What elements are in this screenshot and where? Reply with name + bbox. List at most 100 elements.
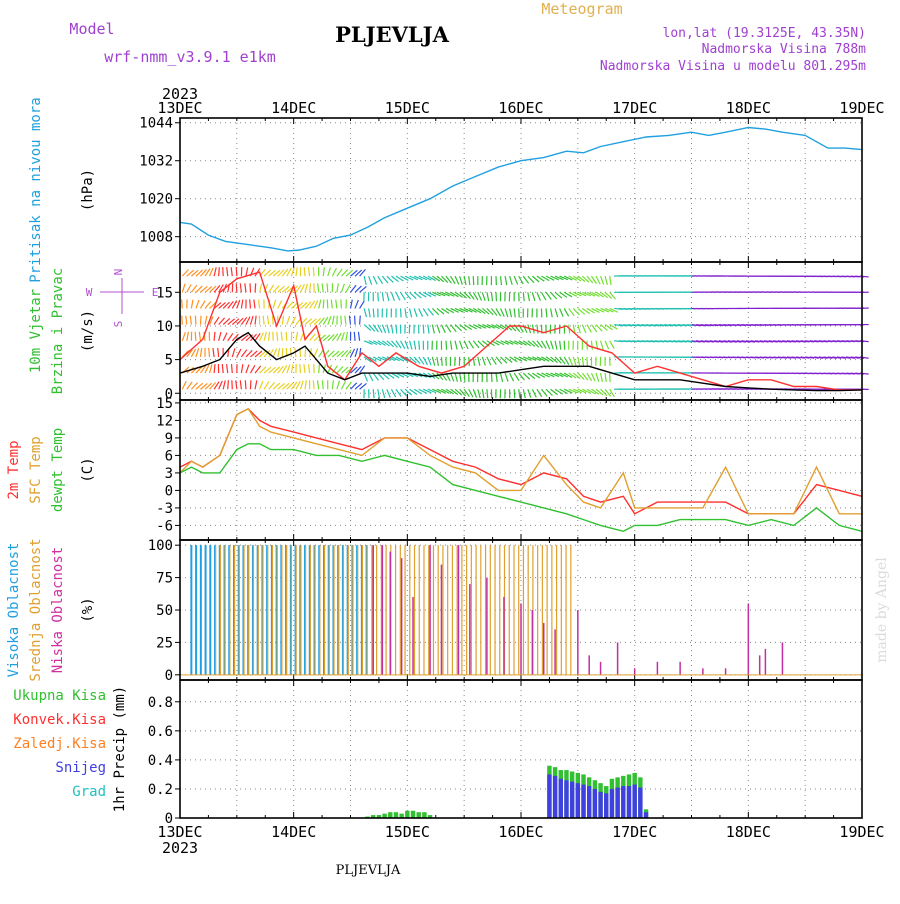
wind-barb <box>291 268 294 277</box>
wind-barb <box>487 357 491 365</box>
wind-barb <box>304 364 305 373</box>
bottom-time-tick: 18DEC <box>726 823 771 841</box>
wind-barb <box>214 332 215 341</box>
precip-legend-item: Zaledj.Kisa <box>13 736 106 752</box>
wind-barb <box>195 332 196 341</box>
top-time-tick: 14DEC <box>271 99 316 117</box>
product-title: Meteogram <box>541 0 622 18</box>
wind-barb <box>182 381 186 389</box>
wind-barb <box>240 380 241 389</box>
wind-barb <box>382 292 383 301</box>
wind-barb <box>219 332 221 341</box>
y-axis-label: (%) <box>80 597 96 622</box>
wind-barb <box>246 365 249 373</box>
wind-barb <box>310 283 311 292</box>
wind-barb <box>245 380 246 389</box>
wind-barb <box>195 316 196 325</box>
wind-barb <box>387 325 389 334</box>
series-line-pressure <box>180 128 862 251</box>
wind-barb <box>319 364 320 373</box>
wind-barb <box>237 300 240 309</box>
wind-barb <box>551 341 554 350</box>
wind-barb <box>560 308 563 316</box>
y-tick-label: 15 <box>156 285 173 301</box>
top-time-tick: 18DEC <box>726 99 771 117</box>
wind-barb <box>318 380 319 389</box>
wind-barb <box>510 308 512 317</box>
wind-barb <box>528 292 530 301</box>
wind-barb <box>605 341 608 349</box>
wind-barb <box>610 276 611 285</box>
precip-bar-ukupna-kisa <box>405 811 409 818</box>
wind-barb <box>546 308 547 317</box>
wind-barb <box>360 316 361 325</box>
wind-barb <box>305 284 307 293</box>
wind-barb <box>537 325 538 334</box>
precip-legend-item: Konvek.Kisa <box>13 712 106 728</box>
wind-barb <box>218 348 219 357</box>
wind-barb <box>322 283 323 292</box>
y-tick-label: 0.6 <box>148 724 173 740</box>
top-time-tick: 16DEC <box>498 99 543 117</box>
wind-barb <box>514 389 515 398</box>
wind-barb <box>551 308 553 317</box>
wind-barb <box>214 364 215 373</box>
precip-bar-snijeg <box>564 780 568 818</box>
wind-barb <box>605 373 606 382</box>
wind-barb <box>227 267 228 276</box>
wind-barb <box>250 316 253 325</box>
wind-barb <box>313 267 314 276</box>
wind-barb <box>555 308 558 317</box>
wind-barb <box>336 300 337 309</box>
wind-barb <box>237 349 241 357</box>
wind-barb <box>601 341 604 350</box>
precip-bar-snijeg <box>610 789 614 818</box>
y-tick-label: 12 <box>156 413 173 429</box>
wind-barb <box>287 316 290 325</box>
wind-barb <box>291 364 293 373</box>
model-name: wrf-nmm_v3.9.1 e1km <box>104 48 276 66</box>
wind-barb <box>514 308 515 317</box>
bottom-time-tick: 17DEC <box>612 823 657 841</box>
wind-barb <box>246 267 248 276</box>
wind-barb <box>555 341 557 350</box>
wind-barb <box>469 341 474 349</box>
wind-barb <box>232 348 235 357</box>
wind-barb <box>209 348 210 357</box>
bottom-time-tick: 14DEC <box>271 823 316 841</box>
wind-barb <box>231 267 232 276</box>
y-tick-label: 25 <box>156 635 173 651</box>
compass-west: W <box>86 286 93 299</box>
wind-barb <box>501 373 503 382</box>
wind-barb <box>396 325 397 334</box>
wind-barb <box>460 341 463 350</box>
wind-barb <box>227 364 228 373</box>
wind-barb <box>591 373 595 381</box>
series-line-dewpt-temp <box>180 444 862 532</box>
precip-bar-snijeg <box>547 774 551 818</box>
precip-bar-snijeg <box>627 786 631 818</box>
y-tick-label: 3 <box>165 466 173 482</box>
y-tick-label: 0.8 <box>148 695 173 711</box>
wind-barb <box>236 380 237 389</box>
wind-barb <box>373 373 378 380</box>
wind-barb <box>410 341 412 350</box>
wind-barb <box>428 357 431 365</box>
wind-barb <box>578 357 580 366</box>
wind-barb <box>569 357 573 365</box>
wind-barb <box>364 308 366 317</box>
wind-barb <box>282 316 283 325</box>
y-tick-label: 1008 <box>139 230 173 246</box>
wind-barb <box>264 332 266 341</box>
wind-barb <box>341 332 344 341</box>
wind-barb <box>387 389 390 397</box>
wind-barb <box>314 349 317 357</box>
wind-barb <box>287 365 290 373</box>
precip-bar-snijeg <box>621 786 625 818</box>
wind-barb <box>441 357 442 366</box>
wind-barb <box>341 284 344 292</box>
